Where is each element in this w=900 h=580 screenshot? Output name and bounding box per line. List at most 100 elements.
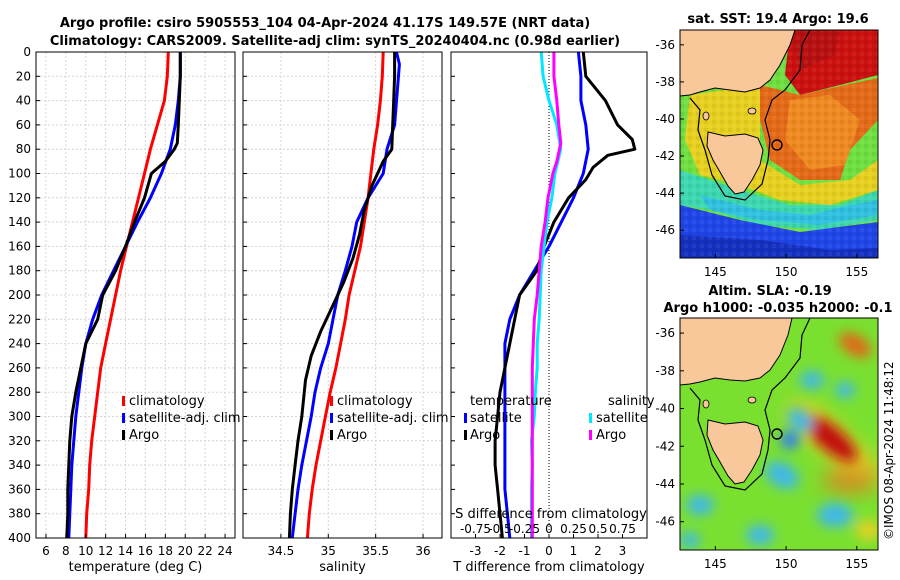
sst-map-axes: 145 150 155 -36 -38 -40 -42 -44 -46 xyxy=(655,38,868,279)
x-top-tick-label: -0.5 xyxy=(488,522,511,536)
map-y-tick-label: -40 xyxy=(655,402,675,416)
x-tick-label: 2 xyxy=(594,544,602,558)
legend-label-sal-satellite: satellite xyxy=(596,411,648,426)
map-x-tick-label: 145 xyxy=(704,557,727,571)
series-line-climatology xyxy=(305,51,385,539)
series-line-argo xyxy=(65,52,182,539)
legend-label-satellite: satellite-adj. clim xyxy=(337,411,449,426)
y-tick-label: 140 xyxy=(8,215,31,229)
x-tick-label: 12 xyxy=(98,544,113,558)
legend-swatch-argo xyxy=(330,430,333,440)
x-top-tick-label: -0.25 xyxy=(509,522,540,536)
map-y-tick-label: -36 xyxy=(655,326,675,340)
temperature-panel: 6 8 10 12 14 16 18 20 22 240204060801001201401601… xyxy=(8,45,236,575)
x-tick-label: 35.5 xyxy=(362,544,389,558)
y-tick-label: 240 xyxy=(8,337,31,351)
x-top-tick-label: 0.5 xyxy=(588,522,607,536)
x-tick-label: -2 xyxy=(494,544,506,558)
map-x-tick-label: 155 xyxy=(845,265,868,279)
sla-map-title: Altim. SLA: -0.19 xyxy=(708,284,831,299)
y-tick-label: 0 xyxy=(23,45,31,59)
x-top-tick-label: 0.25 xyxy=(560,522,587,536)
y-tick-label: 100 xyxy=(8,167,31,181)
series-line-temperature-satellite xyxy=(503,51,590,539)
y-tick-label: 360 xyxy=(8,482,31,496)
x-top-tick-label: 0 xyxy=(545,522,553,536)
sst-map-title: sat. SST: 19.4 Argo: 19.6 xyxy=(687,12,868,27)
legend-label-climatology: climatology xyxy=(129,394,205,409)
legend-label-argo: Argo xyxy=(337,428,367,443)
x-top-tick-label: -0.75 xyxy=(460,522,491,536)
main-title-line2: Climatology: CARS2009. Satellite-adj cli… xyxy=(50,34,620,49)
legend-swatch-sal-argo xyxy=(589,430,592,440)
y-tick-label: 380 xyxy=(8,507,31,521)
sla-map-image xyxy=(680,318,878,550)
sla-map-axes: 145 150 155 -36 -38 -40 -42 -44 -46 xyxy=(655,326,868,571)
y-tick-label: 180 xyxy=(8,264,31,278)
x-tick-label: 10 xyxy=(78,544,93,558)
imos-watermark: ©IMOS 08-Apr-2024 11:48:12 xyxy=(882,361,896,540)
y-tick-label: 300 xyxy=(8,410,31,424)
y-tick-label: 260 xyxy=(8,361,31,375)
x-tick-label: 8 xyxy=(62,544,70,558)
legend-swatch-satellite xyxy=(330,413,333,423)
x-tick-label: -3 xyxy=(470,544,482,558)
y-tick-label: 280 xyxy=(8,385,31,399)
legend-label-argo: Argo xyxy=(129,428,159,443)
x-axis-label: T difference from climatology xyxy=(452,560,645,575)
series-line-temperature-argo xyxy=(493,51,637,539)
map-y-tick-label: -46 xyxy=(655,515,675,529)
x-axis-label-top: S difference from climatology xyxy=(455,507,647,522)
x-axis-label: salinity xyxy=(319,560,366,575)
y-tick-label: 20 xyxy=(16,69,31,83)
legend-label-temp-argo: Argo xyxy=(470,428,500,443)
map-y-tick-label: -38 xyxy=(655,364,675,378)
x-tick-label: 36 xyxy=(415,544,430,558)
sst-profile-marker xyxy=(771,139,783,151)
y-tick-label: 60 xyxy=(16,118,31,132)
series-line-climatology xyxy=(84,51,170,539)
y-tick-label: 120 xyxy=(8,191,31,205)
map-y-tick-label: -46 xyxy=(655,223,675,237)
legend-swatch-temp-satellite xyxy=(464,413,467,423)
map-y-tick-label: -44 xyxy=(655,477,675,491)
y-tick-label: 400 xyxy=(8,531,31,545)
y-tick-label: 80 xyxy=(16,142,31,156)
temperature-legend: climatology satellite-adj. clim Argo xyxy=(122,394,241,443)
x-tick-label: 14 xyxy=(118,544,133,558)
map-x-tick-label: 145 xyxy=(704,265,727,279)
y-tick-label: 220 xyxy=(8,312,31,326)
legend-swatch-climatology xyxy=(330,396,333,406)
x-axis-label: temperature (deg C) xyxy=(69,560,203,575)
y-tick-label: 40 xyxy=(16,94,31,108)
legend-swatch-argo xyxy=(122,430,125,440)
map-y-tick-label: -44 xyxy=(655,186,675,200)
sla-profile-marker xyxy=(771,428,783,440)
x-tick-label: 18 xyxy=(158,544,173,558)
map-y-tick-label: -36 xyxy=(655,38,675,52)
x-top-tick-label: 0.75 xyxy=(609,522,636,536)
x-tick-label: 3 xyxy=(619,544,627,558)
legend-swatch-sal-satellite xyxy=(589,413,592,423)
x-tick-label: 35 xyxy=(321,544,336,558)
y-tick-label: 200 xyxy=(8,288,31,302)
sst-map-image xyxy=(680,30,878,258)
legend-label-sal-argo: Argo xyxy=(596,428,626,443)
legend-swatch-satellite xyxy=(122,413,125,423)
x-tick-label: 0 xyxy=(545,544,553,558)
series-line-argo xyxy=(287,52,397,539)
legend-label-climatology: climatology xyxy=(337,394,413,409)
salinity-panel: 34.5 35 35.5 36 salinity xyxy=(242,51,443,575)
x-tick-label: 24 xyxy=(217,544,232,558)
map-y-tick-label: -42 xyxy=(655,149,675,163)
legend-label-temp-satellite: satellite xyxy=(470,411,522,426)
x-tick-label: 34.5 xyxy=(268,544,295,558)
x-tick-label: -1 xyxy=(519,544,531,558)
legend-label-satellite: satellite-adj. clim xyxy=(129,411,241,426)
sla-map-subtitle: Argo h1000: -0.035 h2000: -0.1 xyxy=(663,301,892,316)
map-x-tick-label: 155 xyxy=(845,557,868,571)
y-tick-label: 340 xyxy=(8,458,31,472)
legend-swatch-temp-argo xyxy=(464,430,467,440)
series-line-salinity-argo xyxy=(530,52,563,538)
